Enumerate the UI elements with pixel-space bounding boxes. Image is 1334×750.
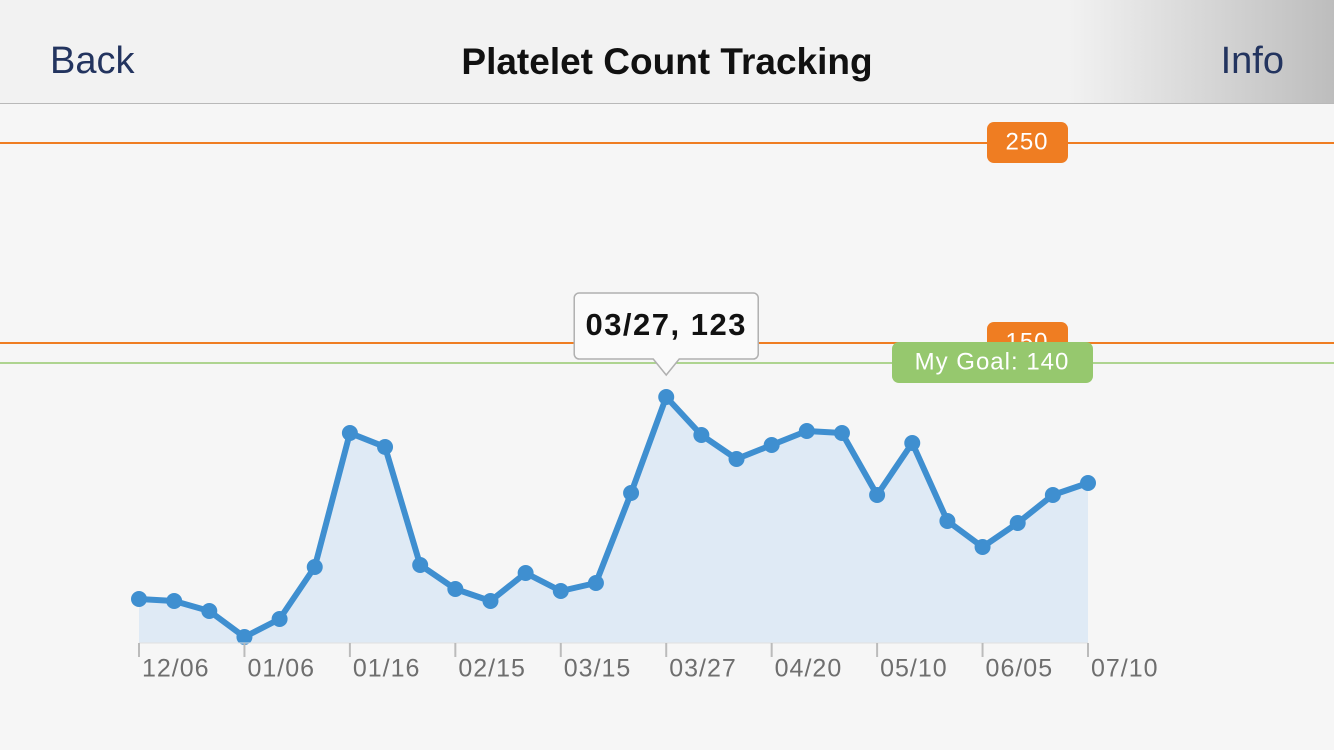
nav-bar: Back Platelet Count Tracking Info [0,0,1334,104]
x-tick-label: 04/20 [775,655,843,683]
data-point [236,629,253,645]
x-tick-label: 01/16 [353,655,421,683]
data-point [798,423,815,439]
data-point [1009,515,1026,531]
data-point [939,513,956,529]
goal-label: My Goal: 140 [915,348,1070,375]
data-point [482,593,499,609]
nav-title: Platelet Count Tracking [461,41,873,82]
data-point [517,565,534,581]
x-tick-label: 02/15 [458,655,526,683]
tooltip [573,292,759,377]
data-point [271,611,288,627]
data-point [833,425,850,441]
x-tick-label: 03/15 [564,655,632,683]
data-point [658,389,675,405]
data-point [131,591,147,607]
reference-label: 250 [1005,128,1048,155]
back-button[interactable]: Back [50,40,135,82]
data-point [869,487,886,503]
data-point [201,603,218,619]
data-point [904,435,921,451]
data-point [341,425,358,441]
data-point [552,583,569,599]
data-point [974,539,991,555]
goal-badge [892,342,1093,383]
tooltip-text: 03/27, 123 [585,307,747,342]
info-button[interactable]: Info [1220,40,1284,82]
x-tick-label: 06/05 [986,655,1054,683]
data-line [138,394,1089,640]
data-point [728,451,745,467]
data-point [377,439,394,455]
x-tick-label: 05/10 [880,655,948,683]
data-point [587,575,604,591]
data-point [306,559,323,575]
data-point [693,427,710,443]
area-fill [139,397,1088,643]
data-point [1044,487,1061,503]
data-point [412,557,429,573]
data-point [1080,475,1096,491]
data-point [447,581,464,597]
reference-badge [987,122,1068,163]
x-tick-label: 07/10 [1091,655,1159,683]
data-point [166,593,183,609]
x-tick-label: 01/06 [247,655,315,683]
x-tick-label: 12/06 [142,655,210,683]
x-tick-label: 03/27 [669,655,737,683]
data-point [623,485,640,501]
data-point [763,437,780,453]
